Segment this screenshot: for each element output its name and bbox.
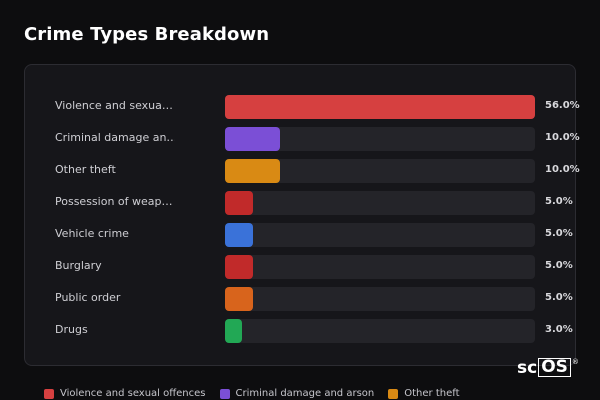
bar-track [225,159,535,183]
bar-label: Violence and sexua… [55,99,173,112]
bar-track [225,287,535,311]
bar-value-label: 10.0% [545,164,580,175]
brand-prefix: sc [517,358,538,378]
bar-row[interactable]: Vehicle crime 5.0% [55,223,573,247]
bar-label: Public order [55,291,121,304]
bar-track [225,127,535,151]
bar-value-label: 5.0% [545,292,573,303]
bar [225,95,535,119]
bar-label: Burglary [55,259,102,272]
bar-row[interactable]: Violence and sexua… 56.0% [55,95,580,119]
legend-swatch [219,388,230,399]
chart-legend: Violence and sexual offences Criminal da… [44,387,564,400]
bar-value-label: 56.0% [545,100,580,111]
legend-label: Violence and sexual offences [60,388,206,399]
bar [225,287,253,311]
bar-label: Vehicle crime [55,227,129,240]
bar-row[interactable]: Other theft 10.0% [55,159,580,183]
bar-row[interactable]: Possession of weap… 5.0% [55,191,573,215]
bar-row[interactable]: Drugs 3.0% [55,319,573,343]
bar [225,159,281,183]
bar [225,255,253,279]
bar [225,319,242,343]
bar-label: Other theft [55,163,116,176]
bar-row[interactable]: Public order 5.0% [55,287,573,311]
bar-value-label: 10.0% [545,132,580,143]
page-title: Crime Types Breakdown [24,24,270,45]
legend-swatch [388,388,399,399]
bar [225,223,253,247]
legend-item-criminal-damage[interactable]: Criminal damage and arson [219,388,375,399]
bar [225,191,253,215]
bar-row[interactable]: Criminal damage an… 10.0% [55,127,580,151]
bar-track [225,255,535,279]
brand-logo: sc OS ® [517,358,579,378]
bar-label: Possession of weap… [55,195,173,208]
legend-swatch [44,388,54,399]
legend-label: Other theft [404,388,460,399]
bar-label: Drugs [55,323,88,336]
bar-label: Criminal damage an… [55,131,175,144]
bar [225,127,281,151]
bar-track [225,319,535,343]
registered-mark: ® [571,358,579,366]
bar-value-label: 5.0% [545,260,573,271]
bar-track [225,95,535,119]
bar-value-label: 3.0% [545,324,573,335]
chart-card: Violence and sexua… 56.0% Criminal damage … [24,64,580,366]
brand-boxed: OS [538,358,571,377]
bar-track [225,191,535,215]
legend-item-violence[interactable]: Violence and sexual offences [44,388,206,399]
bar-value-label: 5.0% [545,228,573,239]
legend-label: Criminal damage and arson [235,388,375,399]
bar-track [225,223,535,247]
legend-item-other-theft[interactable]: Other theft [388,388,460,399]
bar-row[interactable]: Burglary 5.0% [55,255,573,279]
bar-value-label: 5.0% [545,196,573,207]
